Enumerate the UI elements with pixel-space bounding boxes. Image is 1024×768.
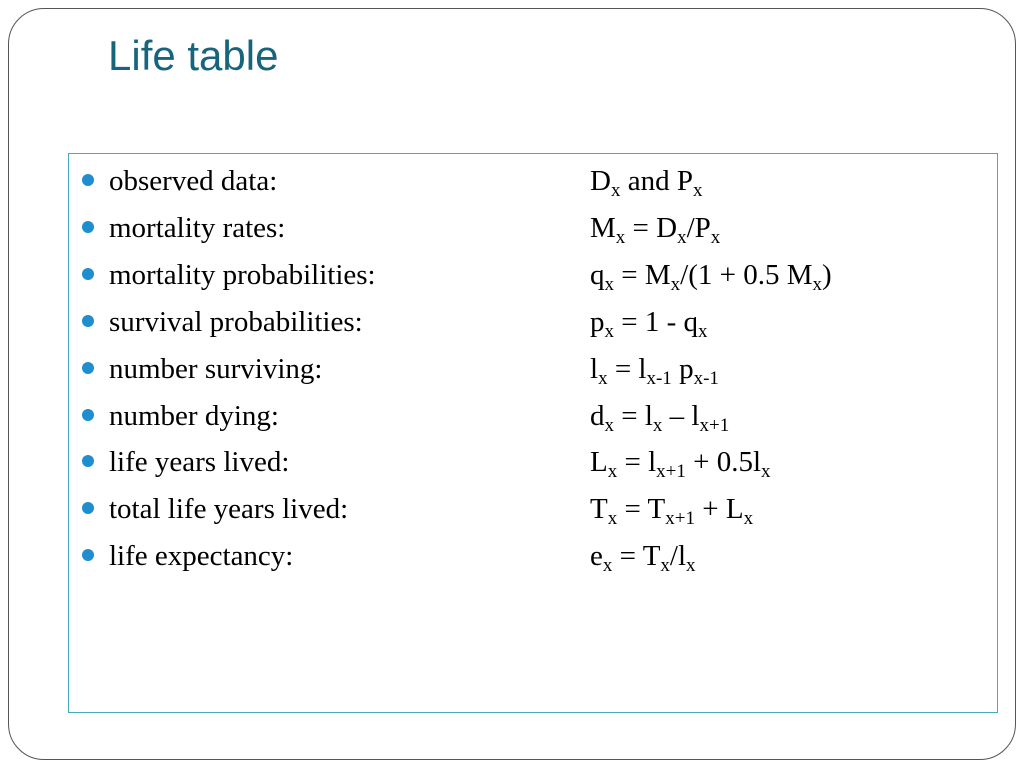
bullet-formula: Mx = Dx/Px <box>590 207 720 249</box>
formula-subscript: x <box>598 367 608 389</box>
formula-subscript: x <box>602 555 613 577</box>
formula-subscript: x-1 <box>646 367 672 389</box>
formula-text: = l <box>614 399 653 432</box>
formula-text: = T <box>612 540 661 573</box>
formula-text: = l <box>607 352 647 385</box>
formula-text: l <box>590 352 599 385</box>
bullet-label: number dying: <box>109 399 279 432</box>
formula-text: /P <box>686 211 711 244</box>
bullet-label: total life years lived: <box>109 493 349 526</box>
formula-subscript: x <box>677 226 687 248</box>
bullet-label: mortality rates: <box>109 211 286 244</box>
slide-title: Life table <box>108 32 279 79</box>
formula-subscript: x <box>610 180 621 201</box>
bullet-item: observed data: Dx and Px <box>69 160 997 206</box>
bullet-item: life expectancy: ex = Tx/lx <box>69 535 997 581</box>
formula-subscript: x <box>692 180 703 201</box>
bullet-label: observed data: <box>109 165 278 197</box>
formula-subscript: x <box>604 320 615 342</box>
formula-subscript: x+1 <box>665 508 695 530</box>
formula-text: = T <box>617 493 666 526</box>
bullet-dot-icon <box>82 502 94 515</box>
formula-subscript: x <box>652 414 663 436</box>
formula-text: p <box>671 352 694 385</box>
bullet-formula: Lx = lx+1 + 0.5lx <box>590 441 771 483</box>
formula-text: and P <box>620 165 693 197</box>
bullet-formula: Dx and Px <box>590 160 702 202</box>
formula-subscript: x <box>743 508 754 530</box>
bullet-dot-icon <box>82 314 94 327</box>
formula-subscript: x-1 <box>693 367 719 389</box>
bullet-item: mortality rates: Mx = Dx/Px <box>69 207 997 253</box>
bullet-formula: dx = lx – lx+1 <box>590 395 729 437</box>
formula-subscript: x <box>660 555 670 577</box>
formula-text: = M <box>614 258 671 291</box>
bullet-item: mortality probabilities: qx = Mx/(1 + 0.5… <box>69 254 997 300</box>
bullet-formula: qx = Mx/(1 + 0.5 Mx) <box>590 254 832 296</box>
formula-subscript: x <box>604 273 615 295</box>
formula-subscript: x <box>670 273 681 295</box>
formula-text: D <box>590 165 611 197</box>
formula-text: e <box>590 540 603 573</box>
formula-text: T <box>590 493 608 526</box>
bullet-item: total life years lived: Tx = Tx+1 + Lx <box>69 488 997 534</box>
formula-subscript: x <box>812 273 823 295</box>
bullet-item: survival probabilities: px = 1 - qx <box>69 301 997 347</box>
bullet-dot-icon <box>82 361 94 374</box>
bullet-label: life expectancy: <box>109 540 294 573</box>
formula-text: + 0.5l <box>685 446 762 479</box>
bullet-formula: Tx = Tx+1 + Lx <box>590 488 753 530</box>
formula-text: – l <box>662 399 700 432</box>
formula-text: + L <box>694 493 744 526</box>
content-placeholder: observed data: Dx and Px mortality rates: M… <box>68 153 998 713</box>
bullet-label: mortality probabilities: <box>109 258 376 291</box>
bullet-dot-icon <box>82 220 94 233</box>
formula-text: L <box>590 446 608 479</box>
formula-text: = 1 - q <box>614 305 699 338</box>
bullet-formula: lx = lx-1 px-1 <box>590 348 719 390</box>
bullet-label: life years lived: <box>109 446 290 479</box>
formula-text: q <box>590 258 605 291</box>
formula-text: p <box>590 305 605 338</box>
formula-subscript: x+1 <box>699 414 730 436</box>
bullet-dot-icon <box>82 267 94 280</box>
formula-subscript: x <box>607 461 618 483</box>
formula-subscript: x <box>710 226 721 248</box>
bullet-item: number surviving: lx = lx-1 px-1 <box>69 348 997 394</box>
bullet-item: life years lived: Lx = lx+1 + 0.5lx <box>69 441 997 487</box>
bullet-formula: ex = Tx/lx <box>590 535 696 577</box>
bullet-dot-icon <box>82 174 94 186</box>
formula-subscript: x <box>607 508 618 530</box>
formula-text: M <box>590 211 616 244</box>
formula-text: /(1 + 0.5 M <box>680 258 813 291</box>
bullet-label: number surviving: <box>109 352 323 385</box>
bullet-formula: px = 1 - qx <box>590 301 708 343</box>
formula-text: = D <box>625 211 678 244</box>
formula-subscript: x <box>686 555 696 577</box>
formula-text: = l <box>617 446 657 479</box>
formula-subscript: x <box>761 461 771 483</box>
formula-subscript: x <box>615 226 626 248</box>
bullet-dot-icon <box>82 549 94 562</box>
bullet-item: number dying: dx = lx – lx+1 <box>69 395 997 441</box>
formula-subscript: x <box>698 320 708 342</box>
formula-subscript: x+1 <box>656 461 686 483</box>
formula-subscript: x <box>604 414 615 436</box>
bullet-dot-icon <box>82 455 94 468</box>
formula-text: /l <box>669 540 687 573</box>
bullet-dot-icon <box>82 408 94 421</box>
bullet-label: survival probabilities: <box>109 305 363 338</box>
formula-text: ) <box>822 258 832 291</box>
formula-text: d <box>590 399 605 432</box>
